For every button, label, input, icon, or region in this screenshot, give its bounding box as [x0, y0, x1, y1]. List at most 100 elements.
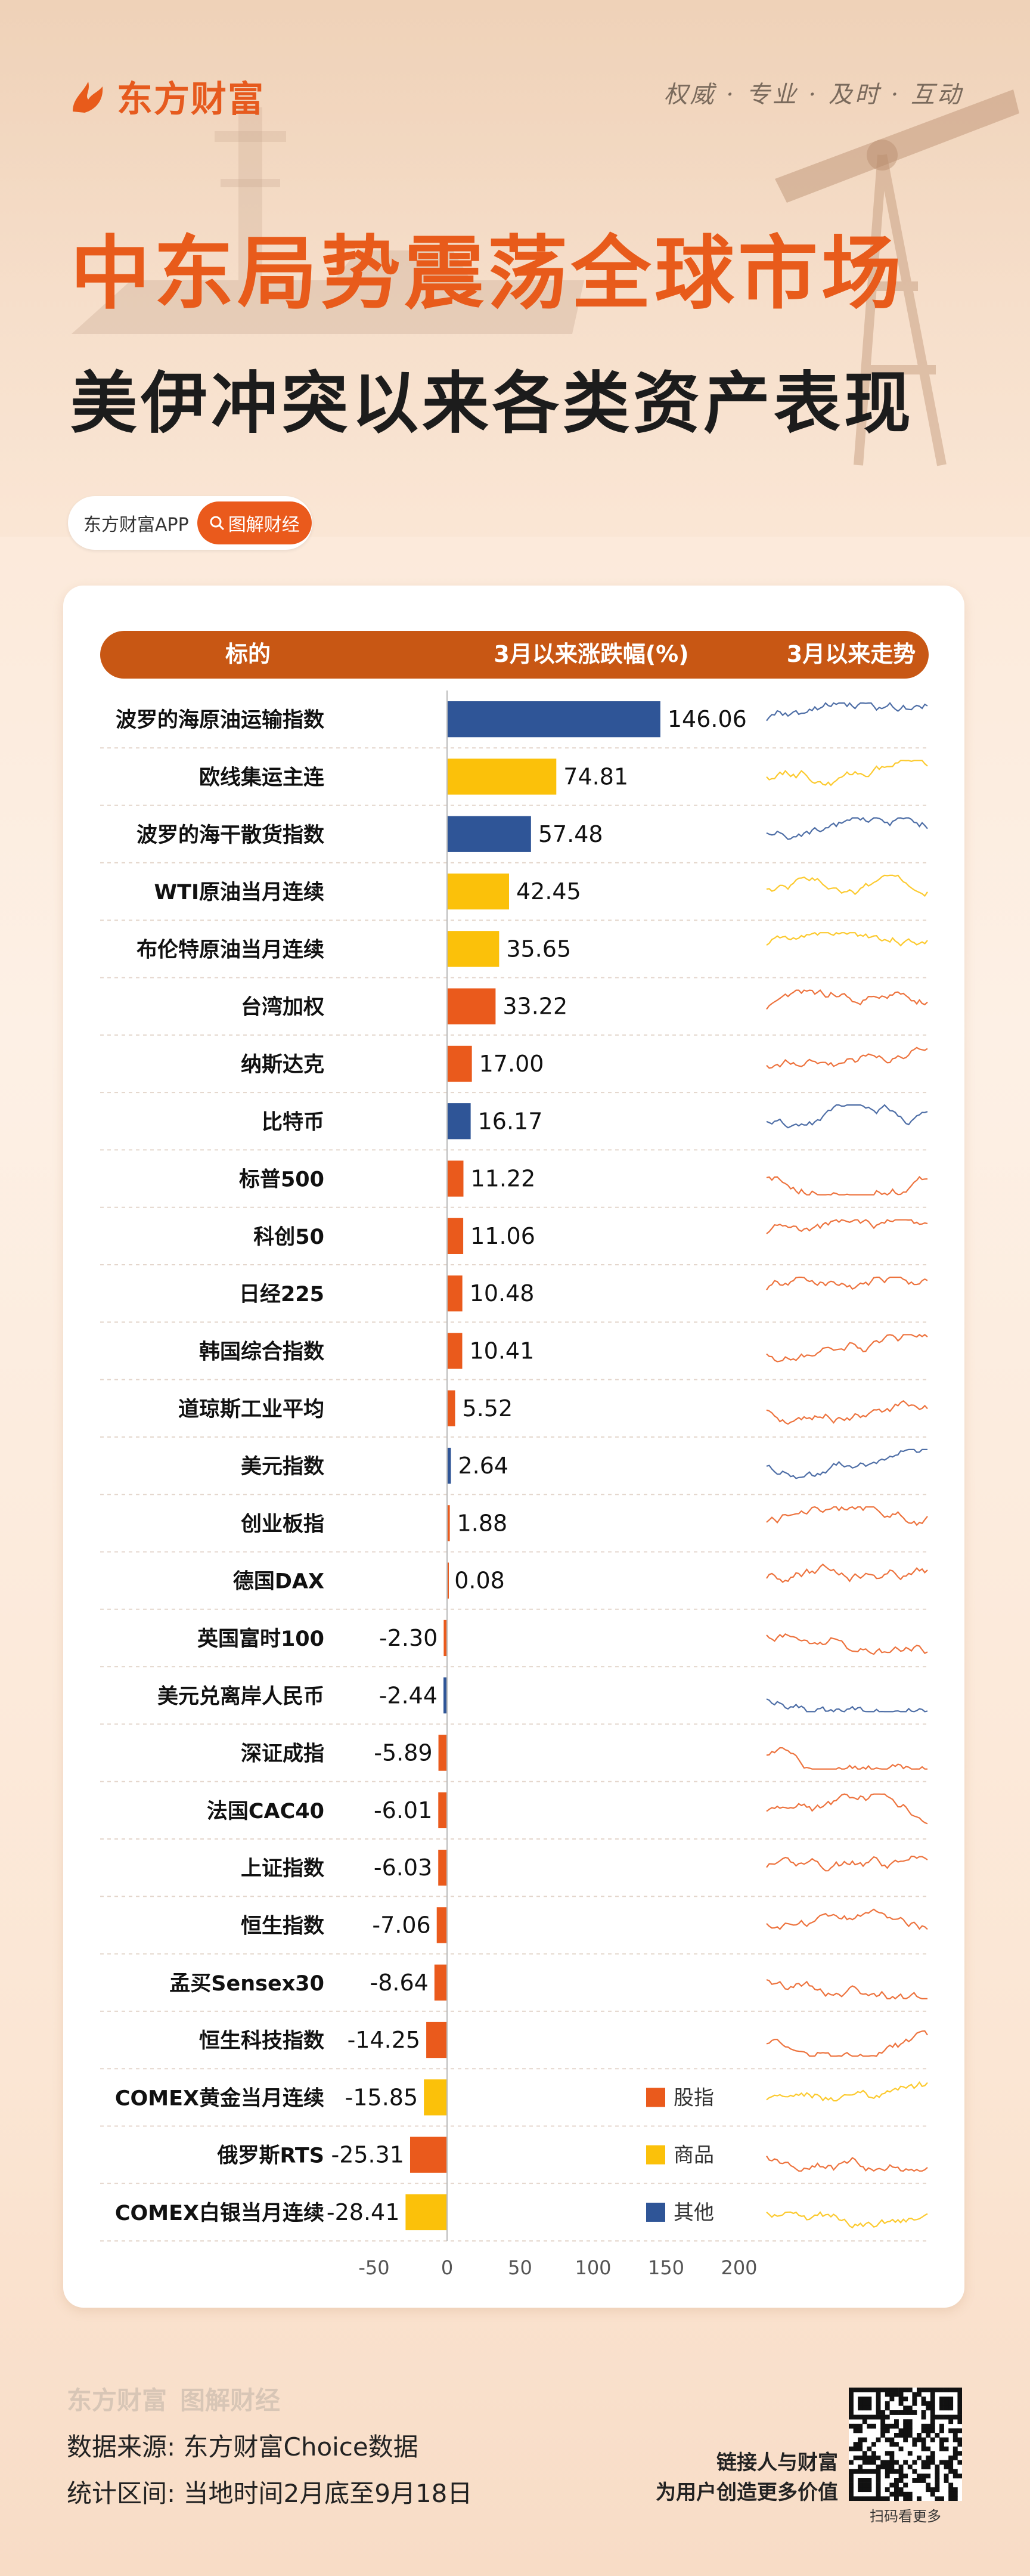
value-label: 146.06 [668, 706, 747, 732]
qr-module [907, 2491, 913, 2497]
qr-module [858, 2469, 863, 2474]
qr-module [921, 2460, 926, 2465]
qr-module [930, 2392, 935, 2397]
qr-module [944, 2464, 949, 2470]
bar [447, 1562, 449, 1599]
value-label: 11.06 [470, 1223, 535, 1249]
qr-module [944, 2401, 949, 2406]
qr-module [930, 2451, 935, 2456]
qr-module [953, 2491, 958, 2497]
qr-module [849, 2392, 854, 2397]
qr-module [953, 2428, 958, 2433]
qr-module [880, 2419, 886, 2425]
value-label: 74.81 [563, 763, 628, 789]
header-target: 标的 [225, 641, 271, 667]
qr-module [889, 2451, 895, 2456]
qr-module [880, 2414, 886, 2420]
bar [447, 1390, 455, 1426]
qr-module [880, 2433, 886, 2438]
qr-module [858, 2401, 863, 2406]
qr-module [912, 2392, 917, 2397]
category-label: 台湾加权 [241, 995, 324, 1020]
legend-label: 商品 [674, 2144, 714, 2168]
qr-module [930, 2405, 935, 2411]
qr-module [930, 2401, 935, 2406]
qr-module [849, 2414, 854, 2420]
qr-module [898, 2478, 904, 2483]
trend-sparkline [766, 760, 928, 787]
qr-module [903, 2405, 908, 2411]
bar [405, 2194, 447, 2231]
qr-module [939, 2423, 944, 2429]
qr-module [921, 2397, 926, 2402]
legend-label: 其他 [674, 2201, 714, 2225]
qr-module [889, 2442, 895, 2447]
qr-module [907, 2496, 913, 2501]
qr-module [935, 2482, 940, 2488]
qr-code-icon[interactable] [849, 2388, 962, 2501]
qr-module [849, 2401, 854, 2406]
qr-module [853, 2469, 858, 2474]
trend-sparkline [766, 1448, 927, 1479]
qr-module [858, 2423, 863, 2429]
qr-module [912, 2469, 917, 2474]
category-label: 德国DAX [233, 1570, 324, 1594]
bar [424, 2079, 447, 2116]
qr-module [867, 2423, 872, 2429]
brand-flame-icon [73, 81, 103, 113]
category-label: COMEX黄金当月连续 [115, 2086, 324, 2110]
qr-module [944, 2437, 949, 2442]
qr-module [926, 2405, 931, 2411]
qr-module [876, 2388, 881, 2392]
legend-swatch [646, 2088, 665, 2107]
qr-module [871, 2442, 876, 2447]
qr-module [871, 2460, 876, 2465]
qr-module [885, 2401, 890, 2406]
qr-module [871, 2456, 876, 2460]
qr-module [944, 2414, 949, 2420]
qr-module [858, 2428, 863, 2433]
trend-sparkline [766, 1400, 928, 1425]
qr-module [935, 2478, 940, 2483]
qr-module [862, 2469, 867, 2474]
x-tick-label: 150 [648, 2256, 684, 2279]
qr-module [898, 2446, 904, 2451]
trend-sparkline [766, 1793, 928, 1825]
qr-module [957, 2460, 962, 2465]
qr-caption: 扫码看更多 [870, 2508, 941, 2525]
qr-module [953, 2414, 958, 2420]
qr-module [853, 2456, 858, 2460]
value-label: 33.22 [502, 993, 567, 1020]
qr-module [862, 2456, 867, 2460]
trend-sparkline [766, 1698, 928, 1713]
footer-brand: 东方财富 图解财经 [67, 2380, 280, 2417]
trend-sparkline [766, 1219, 928, 1234]
qr-module [898, 2388, 904, 2392]
category-label: 韩国综合指数 [199, 1340, 324, 1364]
qr-module [867, 2397, 872, 2402]
qr-module [935, 2414, 940, 2420]
bar [434, 1964, 447, 2001]
qr-module [903, 2428, 908, 2433]
qr-module [957, 2405, 962, 2411]
qr-module [944, 2473, 949, 2479]
qr-module [907, 2428, 913, 2433]
qr-module [867, 2482, 872, 2488]
qr-module [876, 2464, 881, 2470]
qr-module [935, 2433, 940, 2438]
qr-module [912, 2401, 917, 2406]
qr-module [953, 2388, 958, 2392]
brand-name: 东方财富 [117, 79, 265, 120]
qr-module [889, 2460, 895, 2465]
qr-module [948, 2456, 954, 2460]
app-tag-button[interactable]: 图解财经 [197, 501, 312, 544]
qr-module [885, 2414, 890, 2420]
trend-sparkline [766, 1855, 928, 1872]
qr-module [880, 2464, 886, 2470]
qr-module [871, 2496, 876, 2501]
qr-module [917, 2456, 922, 2460]
qr-module [912, 2437, 917, 2442]
qr-module [926, 2464, 931, 2470]
qr-module [858, 2487, 863, 2493]
app-badge[interactable]: 东方财富APP 图解财经 [68, 496, 312, 550]
